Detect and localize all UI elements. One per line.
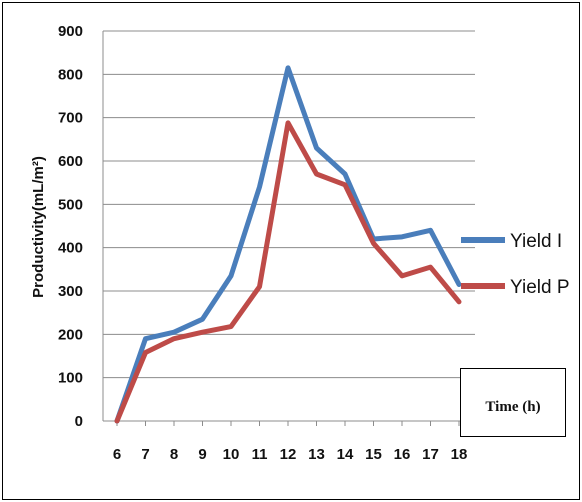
x-tick-label: 10 [223,446,240,463]
legend: Yield I Yield P [461,231,570,298]
x-tick-label: 8 [170,446,178,463]
y-tick-label: 100 [58,370,83,387]
y-tick-label: 500 [58,196,83,213]
y-tick-label: 300 [58,283,83,300]
y-tick-label: 700 [58,110,83,127]
yield-i-line [114,65,462,424]
y-tick-labels: 0 100 200 300 400 500 600 700 800 900 [58,23,83,430]
y-tick-label: 800 [58,66,83,83]
x-tick-label: 9 [198,446,206,463]
x-tick-label: 13 [308,446,325,463]
y-tick-label: 400 [58,240,83,257]
x-tick-label: 15 [365,446,382,463]
x-tick-label: 18 [451,446,468,463]
x-tick-label: 16 [394,446,411,463]
x-tick-label: 6 [113,446,121,463]
x-tick-label: 14 [337,446,354,463]
x-tick-label: 11 [252,446,268,463]
time-annotation-box: Time (h) [460,368,566,437]
annotation-frame [460,368,566,437]
yield-p-line [114,120,462,424]
y-tick-label: 600 [58,153,83,170]
axes [102,31,475,426]
yield-i-legend-label: Yield I [510,231,562,252]
x-tick-label: 7 [141,446,149,463]
y-tick-label: 900 [58,23,83,40]
series-lines [114,65,462,424]
y-tick-label: 0 [75,413,83,430]
y-tick-label: 200 [58,326,83,343]
y-axis-label: Productivity(mL/m²) [30,156,47,298]
x-tick-label: 12 [280,446,297,463]
yield-p-legend-label: Yield P [510,277,570,298]
x-tick-label: 17 [422,446,439,463]
annotation-text: Time (h) [485,399,540,415]
x-tick-labels: 6 7 8 9 10 11 12 13 14 15 16 17 18 [113,446,468,463]
